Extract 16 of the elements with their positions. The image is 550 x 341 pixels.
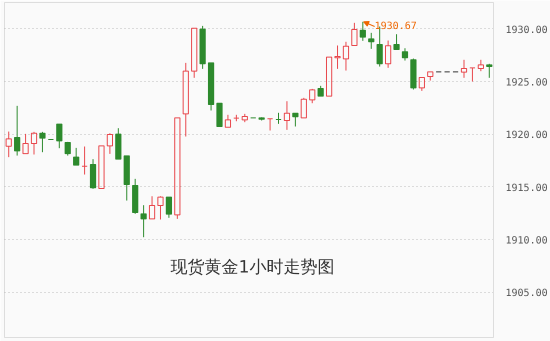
y-tick-label: 1930.00 bbox=[506, 24, 548, 36]
candlestick bbox=[6, 131, 12, 158]
candlestick bbox=[460, 59, 468, 78]
y-tick-label: 1920.00 bbox=[506, 130, 548, 142]
y-tick-label: 1910.00 bbox=[506, 236, 548, 247]
text: 现货黄金1小时走势图 bbox=[170, 258, 334, 278]
y-tick-label: 1925.00 bbox=[506, 78, 548, 89]
candlestick bbox=[284, 100, 290, 130]
candlestick bbox=[140, 204, 147, 238]
annotation: 1930.67 bbox=[374, 20, 417, 32]
y-tick-label: 1905.00 bbox=[506, 288, 548, 300]
candlestick bbox=[81, 146, 88, 176]
candlestick bbox=[334, 44, 341, 70]
candlestick bbox=[182, 62, 189, 137]
y-tick-label: 1915.00 bbox=[506, 182, 548, 194]
candlestick bbox=[368, 32, 374, 50]
